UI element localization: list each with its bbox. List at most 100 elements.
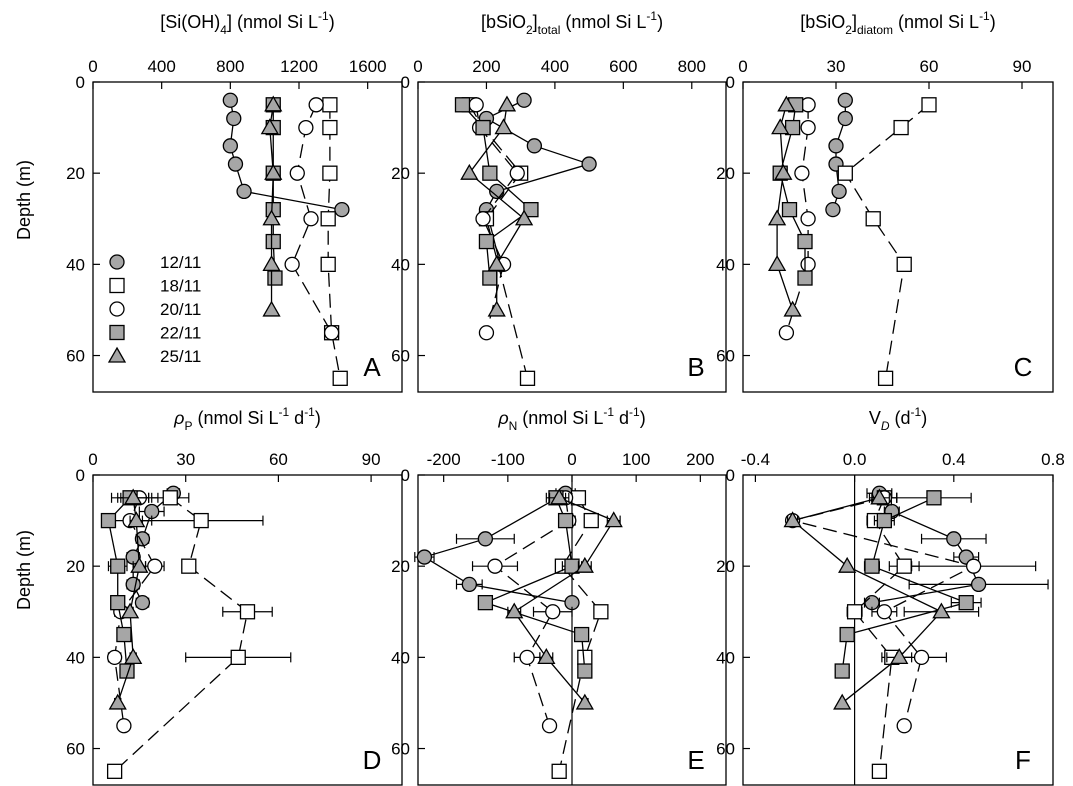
legend-item: 25/11 (107, 346, 201, 366)
data-point (877, 370, 894, 386)
data-point (193, 512, 209, 529)
data-point (147, 558, 163, 574)
x-tick-label: 0 (88, 450, 97, 469)
data-point (264, 95, 283, 112)
data-point (550, 488, 569, 505)
x-tick-label: 60 (920, 57, 939, 76)
data-point (604, 511, 623, 528)
data-point (828, 138, 844, 154)
data-point (124, 488, 143, 505)
data-point (119, 663, 135, 679)
data-point (487, 558, 503, 574)
data-point (573, 626, 590, 643)
data-point (487, 300, 506, 317)
data-point (475, 211, 491, 227)
data-point (523, 201, 539, 218)
panel-F: -0.4 0.0 0.4 0.8 0 20 40 60 VD (d-1) F (716, 405, 1065, 786)
data-point (514, 209, 534, 226)
data-point (777, 95, 796, 112)
panel-letter: D (363, 745, 382, 775)
data-point (120, 602, 140, 619)
panel-letter: F (1015, 745, 1031, 775)
series-25-11 (108, 488, 150, 710)
data-point (100, 512, 117, 529)
data-point (557, 512, 574, 529)
data-point (260, 118, 279, 135)
y-tick-label: 20 (716, 164, 735, 183)
x-tick-label: 0 (413, 57, 422, 76)
data-point (230, 649, 246, 666)
data-point (876, 512, 893, 529)
data-point (289, 165, 305, 181)
data-point (921, 97, 937, 113)
data-point (303, 211, 319, 227)
x-tick-label: 90 (362, 450, 381, 469)
data-point (130, 556, 149, 573)
plot-frame (742, 81, 1054, 393)
y-tick-label: 60 (716, 740, 735, 759)
x-tick-label: 0 (88, 57, 97, 76)
y-tick-label: 20 (391, 164, 410, 183)
data-point (834, 663, 850, 679)
data-point (162, 490, 178, 506)
x-tick-label: 0.0 (843, 450, 867, 469)
series-22-11 (834, 490, 982, 679)
data-point (958, 594, 974, 611)
legend-marker (107, 346, 127, 363)
data-point (870, 488, 889, 505)
x-tick-label: 0.4 (942, 450, 966, 469)
series-22-11 (100, 490, 150, 679)
data-point (896, 256, 912, 273)
x-tick-label: 400 (147, 57, 175, 76)
data-point (487, 255, 506, 272)
data-point (837, 110, 853, 127)
series-20-11 (784, 490, 1037, 734)
series-12-11 (125, 485, 181, 611)
data-point (519, 649, 535, 666)
series-20-11 (778, 97, 816, 341)
data-point (460, 163, 479, 180)
data-point (478, 325, 495, 341)
legend-item: 22/11 (109, 324, 201, 343)
data-point (537, 648, 556, 665)
legend-label: 12/11 (160, 253, 201, 272)
legend-item: 18/11 (109, 277, 201, 296)
plot-frame (92, 474, 403, 786)
data-point (332, 370, 348, 386)
data-point (264, 163, 283, 180)
x-tick-label: 800 (216, 57, 244, 76)
series-18-11 (461, 97, 536, 386)
series-line (113, 497, 156, 726)
data-point (965, 558, 982, 574)
y-tick-label: 0 (401, 73, 410, 92)
series-25-11 (260, 95, 283, 317)
y-tick-label: 40 (716, 648, 735, 667)
series-18-11 (551, 490, 609, 779)
data-point (545, 604, 561, 620)
data-point (575, 693, 594, 710)
legend-item: 12/11 (109, 253, 201, 272)
data-point (519, 370, 536, 386)
data-point (265, 233, 281, 250)
data-point (581, 156, 597, 172)
series-18-11 (320, 97, 348, 386)
data-point (778, 325, 795, 341)
panel-A: 0 400 800 1200 1600 0 20 40 60 [Si(OH)4] (nmol Si… (66, 9, 403, 393)
panel-E: -200 -100 0 100 200 0 20 40 60 ρN (nmol Si L-1 d-… (391, 405, 727, 786)
data-point (771, 118, 790, 135)
x-tick-label: -0.4 (741, 450, 770, 469)
data-point (505, 602, 524, 619)
series-25-11 (460, 95, 534, 317)
data-point (893, 119, 909, 136)
data-point (322, 97, 338, 113)
data-point (262, 255, 281, 272)
data-point (482, 165, 498, 181)
data-point (475, 119, 491, 136)
y-tick-label: 0 (76, 466, 85, 485)
data-point (800, 256, 816, 273)
y-axis-label-bottom: Depth (m) (14, 530, 34, 610)
y-tick-label: 40 (391, 648, 410, 667)
data-point (320, 211, 336, 227)
data-point (932, 602, 951, 619)
y-tick-label: 20 (716, 557, 735, 576)
